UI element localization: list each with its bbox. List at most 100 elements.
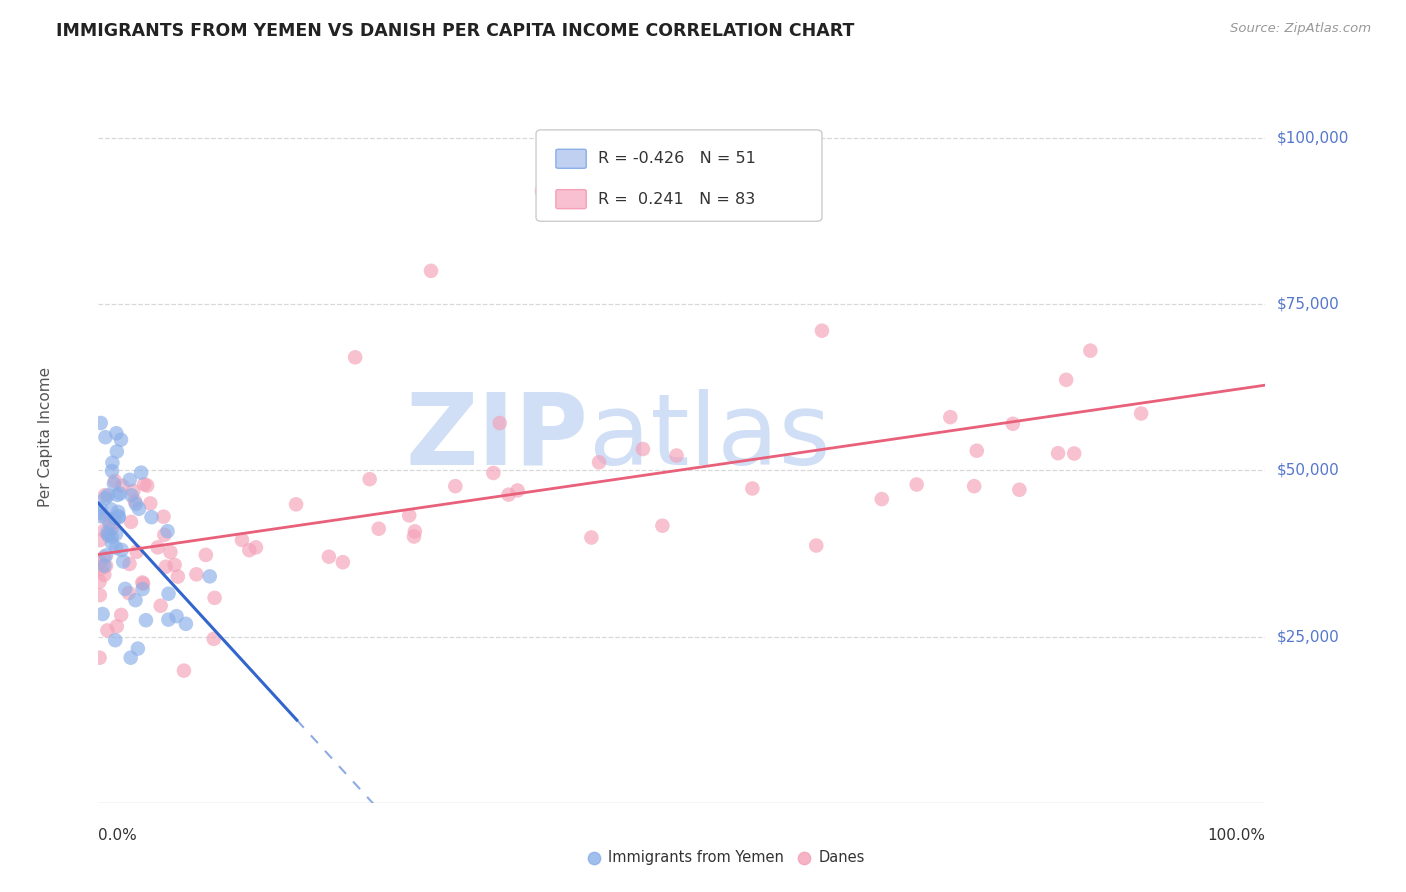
Point xyxy=(114,582,136,596)
Point xyxy=(129,466,152,480)
Point xyxy=(173,664,195,678)
Point xyxy=(588,455,610,469)
Point xyxy=(104,527,127,541)
Point xyxy=(231,533,253,547)
Point xyxy=(94,558,117,573)
Point xyxy=(344,351,367,365)
Point xyxy=(89,650,111,665)
Point xyxy=(101,456,124,470)
Point xyxy=(103,476,125,491)
Point xyxy=(367,522,389,536)
Point xyxy=(1008,483,1031,497)
Point xyxy=(359,472,381,486)
Point xyxy=(93,550,115,565)
Text: Danes: Danes xyxy=(818,850,865,865)
Point xyxy=(89,588,111,602)
FancyBboxPatch shape xyxy=(536,130,823,221)
Point xyxy=(104,474,127,488)
Point xyxy=(139,496,162,510)
Point xyxy=(157,587,180,601)
Point xyxy=(204,591,226,605)
Point xyxy=(110,433,132,447)
Point xyxy=(90,562,112,576)
Point xyxy=(107,509,129,524)
Point xyxy=(89,509,111,524)
Point xyxy=(131,582,153,596)
Point xyxy=(101,516,124,531)
Point xyxy=(94,549,117,563)
Point xyxy=(149,599,172,613)
Point xyxy=(488,416,510,430)
Text: IMMIGRANTS FROM YEMEN VS DANISH PER CAPITA INCOME CORRELATION CHART: IMMIGRANTS FROM YEMEN VS DANISH PER CAPI… xyxy=(56,22,855,40)
Point xyxy=(107,505,129,519)
Point xyxy=(202,632,225,646)
Point xyxy=(1001,417,1024,431)
Point xyxy=(100,530,122,544)
Point xyxy=(100,502,122,516)
Point xyxy=(112,555,135,569)
Text: atlas: atlas xyxy=(589,389,830,485)
Point xyxy=(96,624,118,638)
Point xyxy=(132,576,155,591)
Point xyxy=(631,442,654,456)
Point xyxy=(127,641,149,656)
Point xyxy=(125,497,148,511)
Point xyxy=(120,650,142,665)
Point xyxy=(1054,373,1077,387)
Point xyxy=(741,482,763,496)
Point xyxy=(122,483,145,498)
Point xyxy=(398,508,420,523)
Point xyxy=(141,510,163,524)
Point xyxy=(103,511,125,525)
Point xyxy=(111,479,134,493)
Point xyxy=(134,477,156,491)
Point xyxy=(156,524,179,538)
Point xyxy=(1063,446,1085,460)
Point xyxy=(118,557,141,571)
Point xyxy=(186,567,208,582)
Text: Per Capita Income: Per Capita Income xyxy=(38,367,53,508)
Point xyxy=(152,509,174,524)
Point xyxy=(583,796,606,810)
Point xyxy=(105,619,128,633)
Point xyxy=(420,264,443,278)
Point xyxy=(97,527,120,541)
Point xyxy=(966,443,988,458)
Point xyxy=(498,488,520,502)
Point xyxy=(198,569,221,583)
Point xyxy=(155,559,177,574)
Point xyxy=(105,444,128,458)
Text: 100.0%: 100.0% xyxy=(1208,828,1265,843)
Text: $50,000: $50,000 xyxy=(1277,463,1340,478)
Point xyxy=(153,528,176,542)
Point xyxy=(146,541,169,555)
Point xyxy=(506,483,529,498)
Point xyxy=(101,464,124,478)
Text: $100,000: $100,000 xyxy=(1277,130,1348,145)
Point xyxy=(105,426,128,441)
Point xyxy=(963,479,986,493)
Point xyxy=(89,533,111,548)
Text: 0.0%: 0.0% xyxy=(98,828,138,843)
Point xyxy=(125,545,148,559)
Point xyxy=(105,541,128,555)
Point xyxy=(1080,343,1102,358)
Point xyxy=(89,555,111,569)
Point xyxy=(93,524,115,538)
Point xyxy=(104,633,127,648)
Point xyxy=(163,558,186,572)
Point xyxy=(89,574,111,589)
FancyBboxPatch shape xyxy=(555,149,586,169)
Point xyxy=(402,529,425,543)
Point xyxy=(332,555,354,569)
Point xyxy=(811,324,834,338)
Point xyxy=(581,531,603,545)
Point xyxy=(101,536,124,550)
Point xyxy=(94,488,117,502)
Point xyxy=(124,494,146,508)
Point xyxy=(793,796,815,810)
Point xyxy=(93,558,115,573)
Point xyxy=(870,492,893,507)
Point xyxy=(166,609,188,624)
Text: R = -0.426   N = 51: R = -0.426 N = 51 xyxy=(598,152,756,166)
